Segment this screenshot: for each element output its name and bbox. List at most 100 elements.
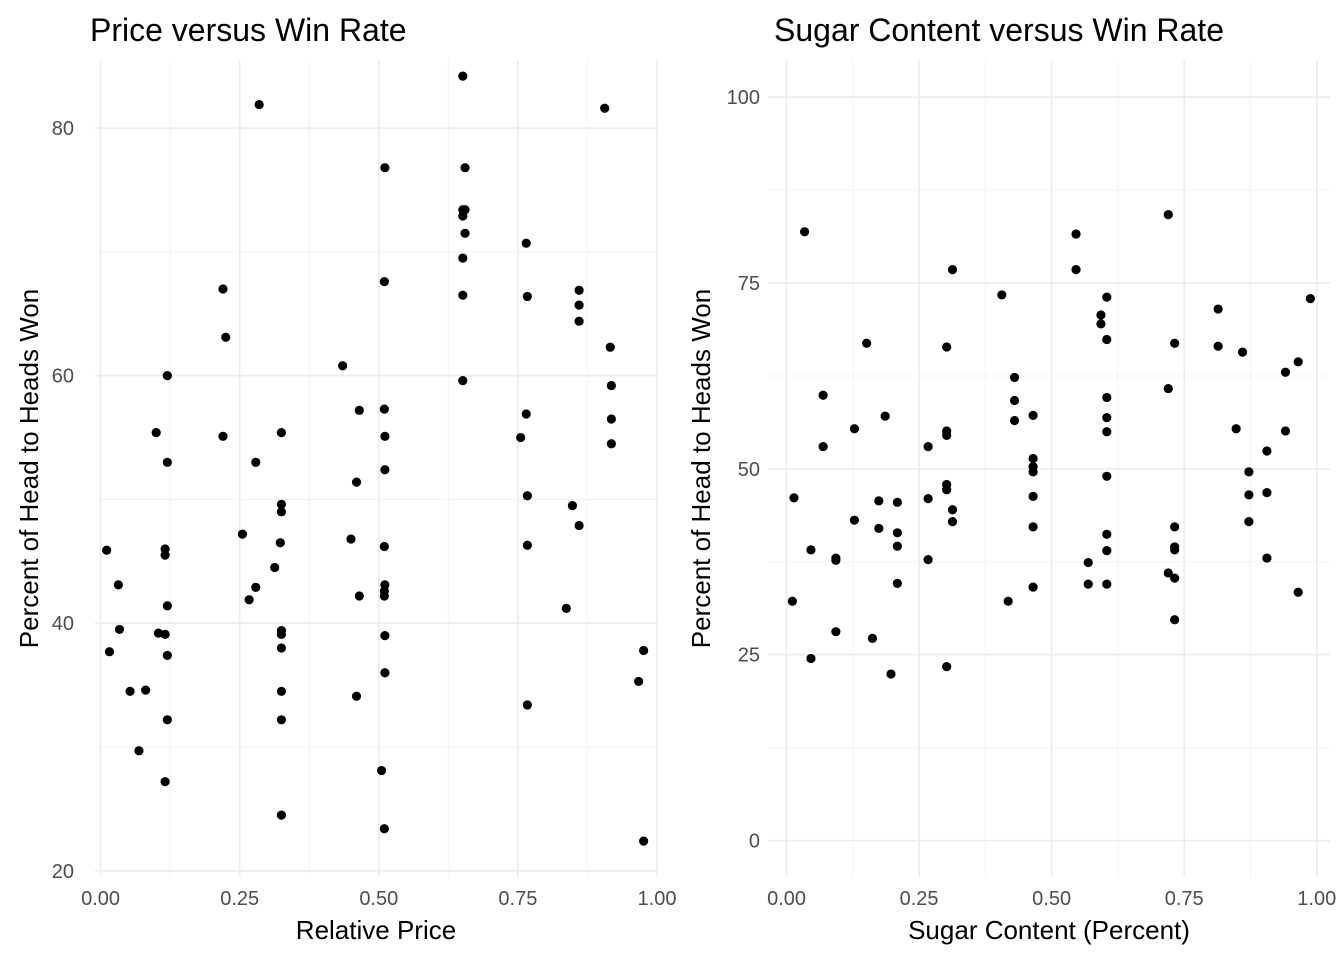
data-point xyxy=(1231,424,1241,434)
data-point xyxy=(1102,427,1112,437)
data-point xyxy=(162,715,172,725)
grid xyxy=(768,60,1330,877)
data-point xyxy=(1102,471,1112,481)
data-point xyxy=(1163,383,1173,394)
y-tick-label: 40 xyxy=(52,613,74,635)
data-point xyxy=(1305,294,1315,304)
data-point xyxy=(634,676,644,687)
data-point xyxy=(1213,341,1223,351)
data-point xyxy=(460,228,470,238)
x-tick-label: 0.25 xyxy=(220,888,259,910)
data-point xyxy=(849,515,860,525)
data-point xyxy=(162,371,172,381)
data-point xyxy=(160,629,170,639)
x-tick-label: 0.00 xyxy=(767,888,806,910)
x-axis-title: Sugar Content (Percent) xyxy=(908,915,1190,945)
data-point xyxy=(574,285,584,295)
data-point xyxy=(1262,488,1272,498)
data-point xyxy=(1170,615,1180,625)
data-point xyxy=(947,505,958,515)
data-point xyxy=(606,414,616,424)
data-point xyxy=(806,653,816,664)
chart-title: Sugar Content versus Win Rate xyxy=(774,12,1224,48)
y-tick-label: 60 xyxy=(52,366,74,388)
data-point xyxy=(831,555,841,565)
data-point xyxy=(380,431,390,441)
data-point xyxy=(923,441,933,452)
data-point xyxy=(276,686,287,696)
data-point xyxy=(354,405,364,415)
data-point xyxy=(874,523,884,533)
data-point xyxy=(818,390,828,400)
x-tick-label: 0.00 xyxy=(81,888,120,910)
data-point xyxy=(380,465,390,475)
data-point xyxy=(379,276,389,287)
data-point xyxy=(1028,491,1038,501)
data-point xyxy=(460,205,470,215)
data-point xyxy=(251,457,261,467)
data-point xyxy=(276,629,287,639)
data-point xyxy=(1170,545,1180,555)
data-point xyxy=(338,361,348,371)
data-point xyxy=(276,507,287,517)
data-point xyxy=(923,554,933,565)
x-tick-label: 0.50 xyxy=(359,888,398,910)
data-point xyxy=(141,685,151,695)
data-point xyxy=(379,404,389,414)
data-point xyxy=(151,428,161,438)
data-point xyxy=(831,627,841,637)
data-point xyxy=(102,545,112,555)
data-point xyxy=(346,534,356,544)
data-point xyxy=(799,227,810,237)
data-point xyxy=(997,290,1007,300)
data-point xyxy=(867,633,878,643)
data-point xyxy=(380,631,390,641)
data-point xyxy=(1071,265,1081,275)
data-point xyxy=(1262,446,1272,456)
x-tick-label: 1.00 xyxy=(1297,888,1336,910)
data-point xyxy=(379,591,389,601)
data-point xyxy=(1083,579,1093,589)
data-point xyxy=(606,380,616,391)
data-point xyxy=(1096,310,1106,320)
x-axis-title: Relative Price xyxy=(296,915,456,945)
data-point xyxy=(1028,522,1038,532)
data-point xyxy=(1102,334,1112,345)
y-tick-label: 20 xyxy=(52,861,74,883)
data-point xyxy=(1003,596,1013,606)
data-point xyxy=(1028,410,1038,420)
data-point xyxy=(380,668,390,678)
data-point xyxy=(218,431,228,441)
x-tick-label: 0.50 xyxy=(1032,888,1071,910)
data-point xyxy=(1280,426,1291,436)
data-point xyxy=(522,291,532,302)
grid xyxy=(95,60,658,877)
data-point xyxy=(605,342,615,352)
data-point xyxy=(1083,557,1093,568)
data-point xyxy=(254,99,264,110)
data-point xyxy=(1102,412,1112,423)
data-point xyxy=(276,643,287,653)
data-point xyxy=(113,580,123,590)
data-point xyxy=(787,596,797,606)
data-point xyxy=(114,624,125,635)
data-point xyxy=(1096,319,1106,329)
data-point xyxy=(1102,546,1112,556)
data-point xyxy=(1009,415,1020,426)
data-point xyxy=(818,441,828,452)
y-tick-label: 75 xyxy=(738,273,760,295)
data-point xyxy=(125,686,135,696)
data-point xyxy=(1102,292,1112,302)
x-tick-label: 1.00 xyxy=(638,888,677,910)
data-point xyxy=(1102,529,1112,539)
y-axis-title: Percent of Head to Heads Won xyxy=(14,289,44,648)
data-point xyxy=(886,669,896,679)
data-point xyxy=(1293,587,1303,597)
data-point xyxy=(379,824,389,834)
data-point xyxy=(1280,367,1291,377)
data-point xyxy=(874,496,884,506)
data-point xyxy=(134,746,144,756)
data-point xyxy=(351,477,362,487)
data-point xyxy=(942,662,952,672)
x-tick-label: 0.25 xyxy=(900,888,939,910)
